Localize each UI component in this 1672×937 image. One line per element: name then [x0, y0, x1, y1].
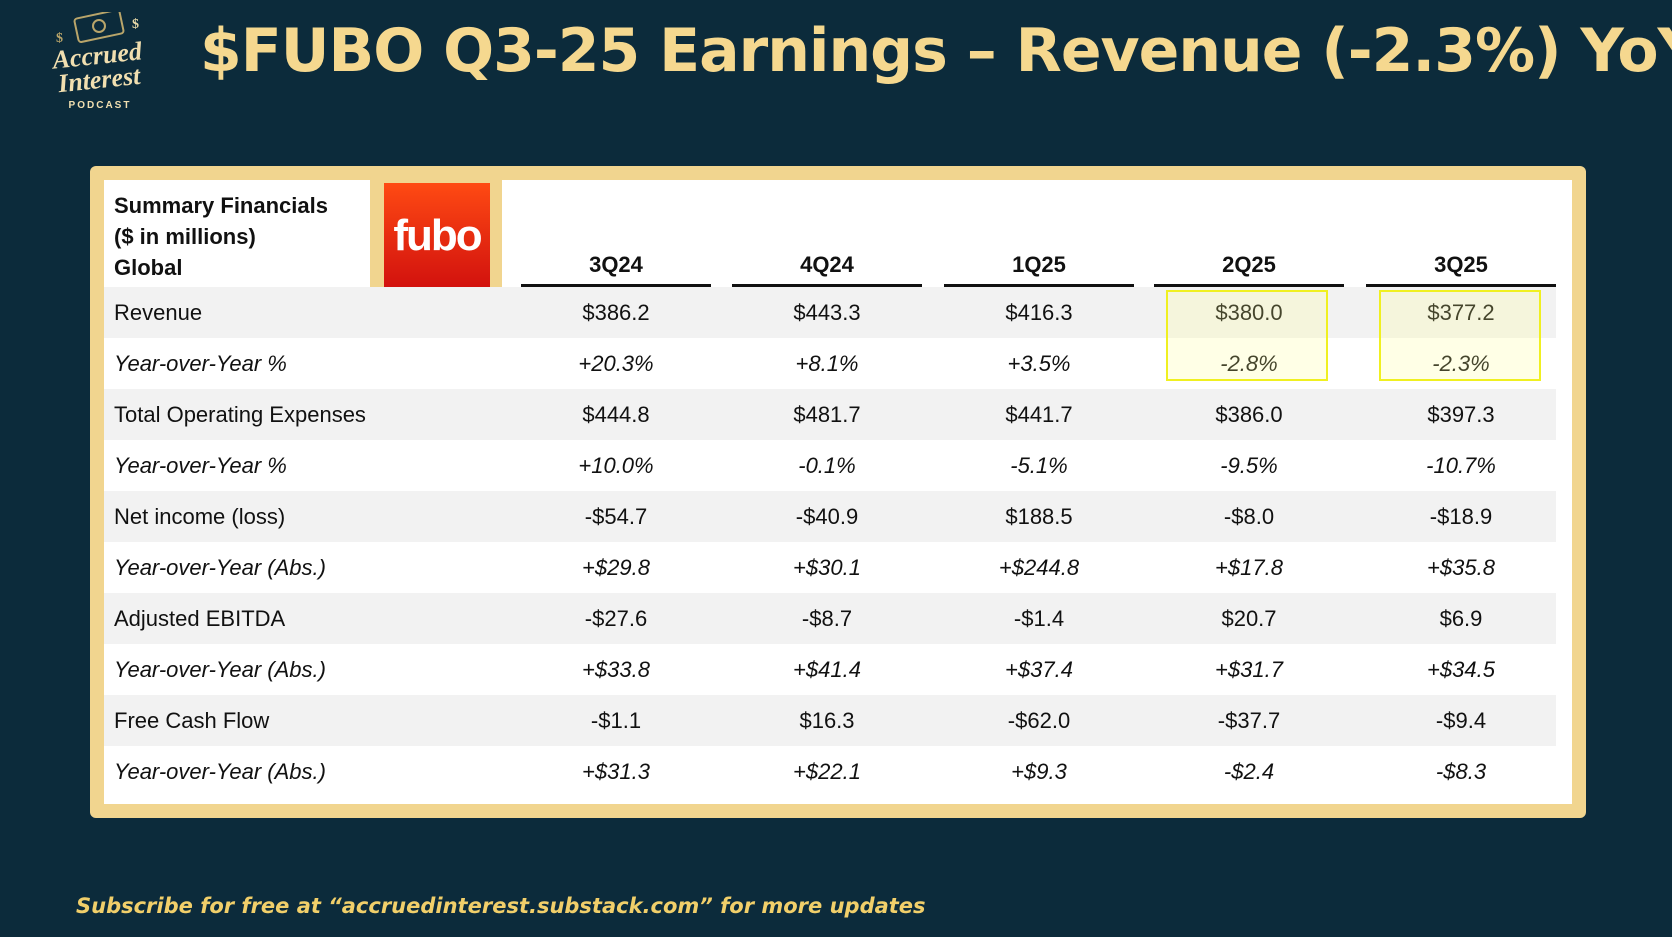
fubo-logo: fubo [384, 183, 490, 289]
table-row: Year-over-Year (Abs.) +$29.8 +$30.1 +$244.8… [104, 542, 1556, 593]
header-line-2: ($ in millions) [114, 224, 256, 249]
column-header: 4Q24 [732, 250, 922, 287]
row-label: Free Cash Flow [114, 708, 270, 733]
column-header: 2Q25 [1154, 250, 1344, 287]
table-cell: -$40.9 [795, 504, 859, 529]
table-cell: -$8.7 [801, 606, 853, 631]
table-cell: -$18.9 [1429, 504, 1493, 529]
table-cell: -$8.0 [1223, 504, 1275, 529]
table-cell: -$37.7 [1217, 708, 1281, 733]
table-cell: -2.3% [1432, 351, 1490, 376]
table-cell: $443.3 [793, 300, 861, 325]
table-cell: -$9.4 [1435, 708, 1487, 733]
table-cell: -9.5% [1220, 453, 1278, 478]
table-cell: $386.0 [1215, 402, 1283, 427]
svg-text:$: $ [56, 31, 63, 46]
table-cell: $441.7 [1005, 402, 1073, 427]
table-cell: -0.1% [798, 453, 856, 478]
table-cell: +$9.3 [1011, 759, 1067, 784]
svg-text:$: $ [132, 17, 139, 32]
table-cell: +$41.4 [793, 657, 861, 682]
table-cell: $16.3 [799, 708, 855, 733]
table-cell: +$35.8 [1427, 555, 1495, 580]
table-row: Year-over-Year (Abs.) +$31.3 +$22.1 +$9.3 -$… [104, 746, 1556, 797]
table-cell: +10.0% [578, 453, 654, 478]
table-cell: $380.0 [1215, 300, 1283, 325]
highlight-3q25-revenue [1379, 290, 1541, 381]
table-cell: +8.1% [795, 351, 859, 376]
footer-subscribe-text: Subscribe for free at “accruedinterest.s… [76, 894, 926, 918]
table-row: Net income (loss) -$54.7 -$40.9 $188.5 -$8.0… [104, 491, 1556, 542]
table-cell: -$54.7 [584, 504, 648, 529]
header-line-1: Summary Financials [114, 193, 328, 218]
table-row: Adjusted EBITDA -$27.6 -$8.7 -$1.4 $20.7 $6.9 [104, 593, 1556, 644]
accrued-interest-logo: $ $ Accrued Interest PODCAST [38, 9, 158, 112]
row-label: Year-over-Year % [114, 453, 287, 478]
table-cell: +$31.7 [1215, 657, 1283, 682]
row-label: Year-over-Year (Abs.) [114, 657, 326, 682]
table-cell: -2.8% [1220, 351, 1278, 376]
table-cell: -$2.4 [1223, 759, 1275, 784]
table-cell: -$1.1 [590, 708, 642, 733]
money-bill-icon: $ $ Accrued Interest PODCAST [49, 9, 144, 111]
table-header-label: Summary Financials ($ in millions) Globa… [114, 190, 328, 283]
table-cell: +$17.8 [1215, 555, 1283, 580]
table-cell: +$33.8 [582, 657, 650, 682]
table-cell: +$30.1 [793, 555, 861, 580]
row-label: Net income (loss) [114, 504, 286, 529]
table-cell: +$37.4 [1005, 657, 1073, 682]
table-cell: -$8.3 [1435, 759, 1487, 784]
table-cell: +$244.8 [998, 555, 1080, 580]
table-cell: $444.8 [582, 402, 650, 427]
table-row: Revenue $386.2 $443.3 $416.3 $380.0 $377.2 [104, 287, 1556, 338]
column-header: 1Q25 [944, 250, 1134, 287]
table-cell: $6.9 [1439, 606, 1483, 631]
table-cell: +3.5% [1007, 351, 1071, 376]
table-cell: $377.2 [1427, 300, 1495, 325]
row-label: Year-over-Year (Abs.) [114, 759, 326, 784]
row-label: Year-over-Year (Abs.) [114, 555, 326, 580]
row-label: Revenue [114, 300, 203, 325]
table-cell: $397.3 [1427, 402, 1495, 427]
column-header: 3Q25 [1366, 250, 1556, 287]
table-cell: +$29.8 [582, 555, 650, 580]
table-cell: -$27.6 [584, 606, 648, 631]
table-cell: -10.7% [1426, 453, 1496, 478]
table-cell: $20.7 [1221, 606, 1277, 631]
svg-text:PODCAST: PODCAST [69, 100, 132, 111]
table-cell: +20.3% [578, 351, 654, 376]
table-row: Free Cash Flow -$1.1 $16.3 -$62.0 -$37.7 -$9.… [104, 695, 1556, 746]
table-cell: $188.5 [1005, 504, 1073, 529]
table-cell: +$31.3 [582, 759, 650, 784]
table-cell: +$34.5 [1427, 657, 1495, 682]
table-row: Year-over-Year % +10.0% -0.1% -5.1% -9.5% -10… [104, 440, 1556, 491]
column-header: 3Q24 [521, 250, 711, 287]
table-cell: -$62.0 [1007, 708, 1071, 733]
table-cell: -5.1% [1010, 453, 1068, 478]
header-line-3: Global [114, 255, 183, 280]
table-cell: $416.3 [1005, 300, 1073, 325]
row-label: Year-over-Year % [114, 351, 287, 376]
table-row: Total Operating Expenses $444.8 $481.7 $441… [104, 389, 1556, 440]
table-row: Year-over-Year % +20.3% +8.1% +3.5% -2.8% -2.… [104, 338, 1556, 389]
row-label: Adjusted EBITDA [114, 606, 286, 631]
page-title: $FUBO Q3-25 Earnings – Revenue (-2.3%) Y… [200, 16, 1672, 86]
table-cell: $386.2 [582, 300, 650, 325]
table-row: Year-over-Year (Abs.) +$33.8 +$41.4 +$37.4 +… [104, 644, 1556, 695]
highlight-2q25-revenue [1166, 290, 1328, 381]
row-label: Total Operating Expenses [114, 402, 366, 427]
table-cell: $481.7 [793, 402, 861, 427]
table-cell: -$1.4 [1013, 606, 1065, 631]
table-cell: +$22.1 [793, 759, 861, 784]
